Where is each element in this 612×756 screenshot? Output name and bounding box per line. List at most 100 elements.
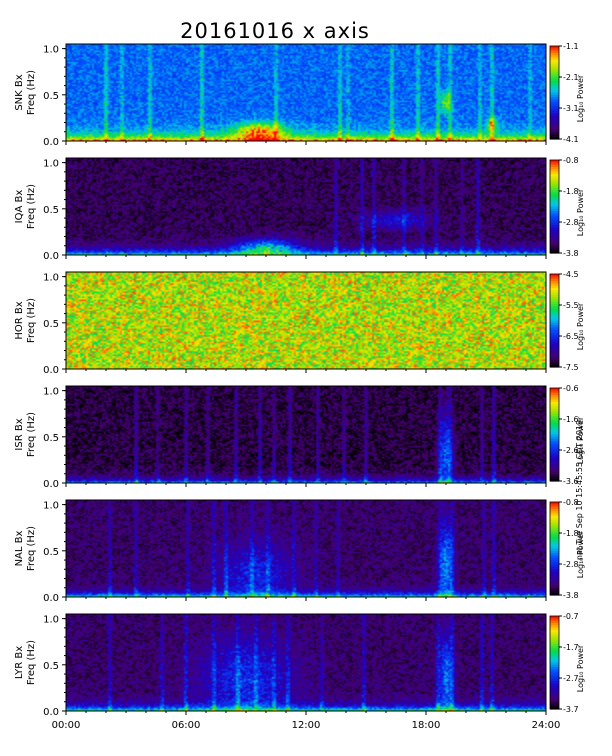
colorbar-tick-label: -3.8 xyxy=(563,591,579,600)
colorbar-segment xyxy=(550,283,559,287)
colorbar-segment xyxy=(550,108,559,112)
spectrogram-image xyxy=(66,500,546,597)
colorbar-segment xyxy=(550,639,559,643)
colorbar-segment xyxy=(550,185,559,189)
colorbar-segment xyxy=(550,657,559,661)
colorbar-segment xyxy=(550,513,559,517)
colorbar-segment xyxy=(550,662,559,666)
colorbar-segment xyxy=(550,299,559,303)
y-tick-label: 1.0 xyxy=(43,615,59,626)
colorbar-segment xyxy=(550,69,559,73)
y-tick-label: 0.5 xyxy=(43,661,59,672)
colorbar-label: Log₁₀ Power xyxy=(576,188,585,236)
colorbar-tick-label: -3.7 xyxy=(563,705,579,714)
y-tick-label: 0.5 xyxy=(43,205,59,216)
colorbar-segment xyxy=(550,113,559,117)
colorbar-frame xyxy=(549,45,560,140)
colorbar-segment xyxy=(550,460,559,463)
y-tick-label: 0.0 xyxy=(43,593,59,604)
colorbar-tick-label: -2.6 xyxy=(563,446,579,455)
colorbar-segment xyxy=(550,90,559,94)
y-tick-label: 1.0 xyxy=(43,45,59,56)
colorbar-segment xyxy=(550,339,559,343)
colorbar-segment xyxy=(550,239,559,242)
colorbar-segment xyxy=(550,162,559,166)
colorbar-segment xyxy=(550,287,559,291)
station-label: ISR Bx xyxy=(14,418,25,450)
panel: 0.0 0.5 1.0 LYR Bx Freq (Hz) -0.7 -1.7 -2.7 -3.7… xyxy=(14,612,585,718)
colorbar-segment xyxy=(550,434,559,438)
colorbar-segment xyxy=(550,360,559,363)
colorbar-segment xyxy=(550,625,559,629)
colorbar-segment xyxy=(550,194,559,198)
colorbar-segment xyxy=(550,543,559,547)
y-tick-label: 0.0 xyxy=(43,365,59,376)
colorbar-segment xyxy=(550,306,559,310)
colorbar-segment xyxy=(550,243,559,247)
colorbar-segment xyxy=(550,576,559,580)
colorbar-segment xyxy=(550,227,559,231)
colorbar-segment xyxy=(550,562,559,566)
colorbar-tick-label: -1.8 xyxy=(563,187,579,196)
colorbar-segment xyxy=(550,590,559,594)
colorbar-segment xyxy=(550,643,559,647)
colorbar-segment xyxy=(550,187,559,191)
y-tick-label: 1.0 xyxy=(43,387,59,398)
colorbar-segment xyxy=(550,201,559,205)
x-tick-label: 18:00 xyxy=(412,720,441,731)
colorbar-segment xyxy=(550,213,559,217)
colorbar-segment xyxy=(550,390,559,394)
colorbar-segment xyxy=(550,467,559,470)
colorbar-tick-label: -4.1 xyxy=(563,135,579,144)
colorbar-segment xyxy=(550,180,559,184)
colorbar-segment xyxy=(550,315,559,319)
colorbar-segment xyxy=(550,311,559,315)
colorbar-tick-label: -1.7 xyxy=(563,643,579,652)
y-tick-label: 0.5 xyxy=(43,319,59,330)
colorbar-segment xyxy=(550,183,559,187)
colorbar-segment xyxy=(550,206,559,210)
colorbar-segment xyxy=(550,704,559,708)
spectrogram-image xyxy=(66,272,546,369)
colorbar-segment xyxy=(550,629,559,633)
x-tick-label: 06:00 xyxy=(172,720,201,731)
colorbar-segment xyxy=(550,292,559,296)
colorbar-segment xyxy=(550,115,559,119)
colorbar-segment xyxy=(550,73,559,77)
colorbar-segment xyxy=(550,401,559,405)
colorbar-segment xyxy=(550,294,559,298)
spectrogram-image xyxy=(66,614,546,711)
colorbar-tick-label: -6.5 xyxy=(563,332,579,341)
colorbar-segment xyxy=(550,341,559,345)
colorbar-segment xyxy=(550,441,559,445)
colorbar-segment xyxy=(550,660,559,664)
colorbar-segment xyxy=(550,353,559,356)
colorbar-segment xyxy=(550,125,559,128)
colorbar-segment xyxy=(550,515,559,519)
colorbar-segment xyxy=(550,350,559,354)
colorbar-segment xyxy=(550,616,559,619)
colorbar-segment xyxy=(550,92,559,96)
colorbar-segment xyxy=(550,171,559,175)
colorbar-segment xyxy=(550,413,559,417)
colorbar-segment xyxy=(550,420,559,424)
colorbar-segment xyxy=(550,348,559,352)
colorbar-tick-label: -2.7 xyxy=(563,674,579,683)
colorbar-segment xyxy=(550,71,559,75)
colorbar-segment xyxy=(550,436,559,440)
colorbar-segment xyxy=(550,443,559,447)
colorbar-segment xyxy=(550,502,559,505)
colorbar-label: Log₁₀ Power xyxy=(576,416,585,464)
colorbar-segment xyxy=(550,404,559,408)
colorbar-segment xyxy=(550,699,559,703)
spectrogram-image xyxy=(66,44,546,141)
y-tick-label: 0.0 xyxy=(43,707,59,718)
colorbar-label: Log₁₀ Power xyxy=(576,530,585,578)
colorbar-segment xyxy=(550,285,559,289)
colorbar-segment xyxy=(550,550,559,554)
colorbar-segment xyxy=(550,520,559,524)
colorbar-segment xyxy=(550,59,559,63)
colorbar-segment xyxy=(550,394,559,398)
colorbar-segment xyxy=(550,336,559,340)
colorbar-segment xyxy=(550,522,559,526)
